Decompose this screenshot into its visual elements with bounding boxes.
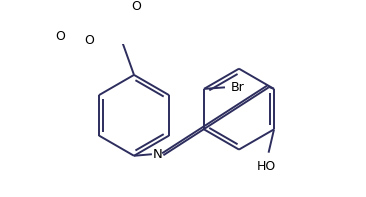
Text: O: O bbox=[131, 0, 141, 13]
Text: HO: HO bbox=[257, 160, 276, 173]
Text: O: O bbox=[55, 30, 65, 43]
Text: N: N bbox=[153, 148, 162, 161]
Text: Br: Br bbox=[231, 81, 245, 94]
Text: O: O bbox=[85, 34, 95, 47]
